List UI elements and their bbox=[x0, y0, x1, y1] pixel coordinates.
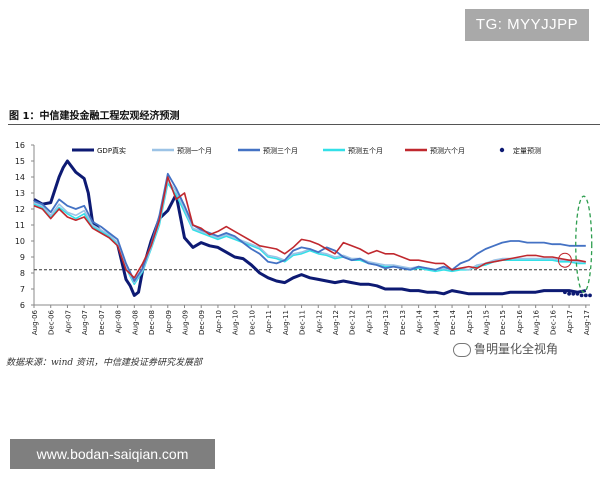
y-tick-label: 13 bbox=[15, 189, 25, 198]
title-divider bbox=[8, 124, 600, 125]
y-tick-label: 11 bbox=[15, 221, 25, 230]
x-tick-label: Aug-08 bbox=[131, 310, 139, 335]
data-source-note: 数据来源：wind 资讯，中信建投证券研究发展部 bbox=[6, 358, 203, 368]
series-line-six-month bbox=[33, 176, 586, 279]
x-tick-label: Apr-07 bbox=[64, 310, 72, 333]
x-tick-label: Apr-15 bbox=[466, 310, 474, 333]
x-tick-label: Apr-08 bbox=[115, 310, 123, 333]
x-tick-label: Aug-11 bbox=[282, 310, 290, 335]
legend-label-six-month: 预测六个月 bbox=[430, 146, 465, 155]
y-tick-label: 6 bbox=[20, 301, 25, 310]
legend-label-three-month: 预测三个月 bbox=[263, 146, 298, 155]
x-tick-label: Dec-11 bbox=[299, 310, 307, 335]
y-tick-label: 15 bbox=[15, 157, 25, 166]
x-tick-label: Dec-12 bbox=[349, 310, 357, 335]
chart-annotations bbox=[557, 195, 593, 293]
x-tick-label: Dec-09 bbox=[198, 310, 206, 335]
x-tick-label: Apr-09 bbox=[165, 310, 173, 333]
x-tick-label: Apr-17 bbox=[566, 310, 574, 333]
x-tick-label: Apr-12 bbox=[315, 310, 323, 333]
legend-label-gdp: GDP真实 bbox=[97, 146, 126, 155]
x-tick-label: Dec-10 bbox=[248, 310, 256, 335]
quant-forecast-point bbox=[567, 291, 571, 296]
x-tick-label: Aug-17 bbox=[583, 310, 591, 335]
y-tick-label: 8 bbox=[20, 269, 25, 278]
quant-forecast-point bbox=[575, 291, 580, 296]
chart-axes: 6 7 8 9 10 11 12 13 14 15 16 Aug-06 Dec-06 Apr-07 Aug-… bbox=[15, 141, 591, 335]
x-tick-label: Apr-14 bbox=[416, 309, 424, 333]
x-tick-label: Dec-13 bbox=[399, 310, 407, 335]
wechat-icon bbox=[453, 342, 471, 357]
legend-marker-quant bbox=[499, 147, 505, 153]
x-tick-label: Dec-06 bbox=[48, 309, 56, 335]
chart-series bbox=[33, 159, 592, 298]
y-tick-label: 9 bbox=[20, 253, 25, 262]
y-tick-label: 16 bbox=[15, 141, 25, 150]
highlight-circle bbox=[557, 252, 572, 268]
brand-label: 鲁明量化全视角 bbox=[474, 342, 559, 356]
legend-label-one-month: 预测一个月 bbox=[177, 146, 212, 155]
x-tick-label: Aug-12 bbox=[332, 310, 340, 335]
figure-title: 图 1：中信建投金融工程宏观经济预测 bbox=[9, 111, 180, 122]
series-line-gdp bbox=[33, 159, 587, 297]
legend-label-quant: 定量预测 bbox=[513, 146, 541, 155]
y-tick-label: 10 bbox=[15, 237, 25, 246]
watermark-website: www.bodan-saiqian.com bbox=[10, 439, 215, 469]
quant-forecast-point bbox=[571, 291, 576, 296]
series-line-five-month bbox=[33, 182, 586, 286]
y-tick-label: 12 bbox=[15, 205, 25, 214]
x-tick-label: Apr-13 bbox=[365, 310, 373, 333]
quant-forecast-point bbox=[588, 293, 592, 298]
series-line-one-month bbox=[33, 179, 586, 284]
x-tick-label: Aug-09 bbox=[181, 310, 189, 335]
x-tick-label: Apr-11 bbox=[265, 310, 273, 333]
x-tick-label: Dec-07 bbox=[98, 310, 106, 335]
x-tick-label: Apr-16 bbox=[516, 309, 524, 333]
brand-watermark: 鲁明量化全视角 bbox=[453, 340, 558, 357]
x-tick-label: Dec-14 bbox=[449, 309, 457, 335]
chart-legend: GDP真实 预测一个月 预测三个月 预测五个月 预测六个月 定量预测 bbox=[72, 146, 541, 155]
watermark-telegram: TG: MYYJJPP bbox=[465, 9, 589, 41]
legend-label-five-month: 预测五个月 bbox=[348, 146, 383, 155]
x-tick-label: Dec-08 bbox=[148, 310, 156, 335]
y-tick-label: 14 bbox=[15, 173, 25, 182]
x-tick-label: Apr-10 bbox=[215, 310, 223, 333]
x-tick-label: Aug-13 bbox=[382, 310, 390, 335]
x-tick-label: Dec-15 bbox=[499, 310, 507, 335]
x-tick-label: Aug-16 bbox=[533, 309, 541, 335]
x-tick-label: Aug-10 bbox=[232, 310, 240, 335]
x-tick-label: Aug-15 bbox=[482, 310, 490, 335]
quant-forecast-point bbox=[583, 293, 588, 298]
x-tick-label: Aug-06 bbox=[31, 309, 39, 335]
quant-forecast-point bbox=[579, 293, 584, 298]
x-tick-label: Aug-07 bbox=[81, 310, 89, 335]
y-tick-label: 7 bbox=[20, 285, 25, 294]
series-line-three-month bbox=[33, 172, 586, 282]
x-tick-label: Aug-14 bbox=[432, 309, 440, 335]
x-tick-label: Dec-16 bbox=[549, 309, 557, 335]
forecast-highlight-ellipse bbox=[575, 195, 593, 293]
quant-forecast-point bbox=[563, 290, 567, 295]
